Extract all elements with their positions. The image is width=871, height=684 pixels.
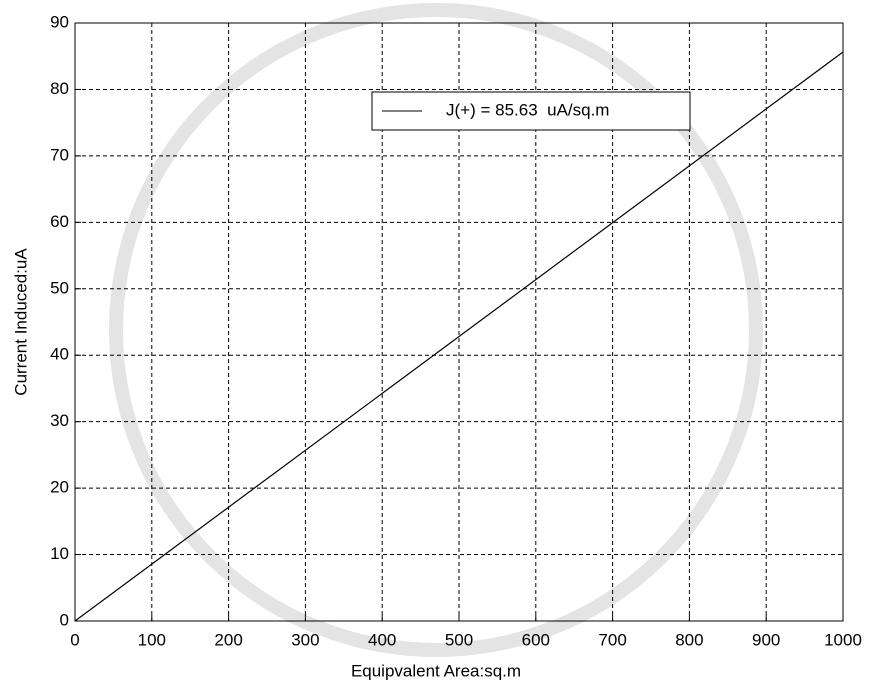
- y-tick-label: 30: [50, 411, 69, 430]
- x-tick-label: 1000: [824, 630, 862, 649]
- y-axis-label: Current Induced:uA: [11, 248, 30, 396]
- x-tick-label: 300: [291, 630, 319, 649]
- y-tick-label: 50: [50, 278, 69, 297]
- x-tick-label: 400: [368, 630, 396, 649]
- x-axis-label: Equipvalent Area:sq.m: [351, 661, 521, 680]
- x-tick-label: 0: [70, 630, 79, 649]
- y-tick-label: 80: [50, 79, 69, 98]
- x-tick-label: 200: [214, 630, 242, 649]
- y-tick-label: 90: [50, 12, 69, 31]
- y-tick-label: 60: [50, 212, 69, 231]
- x-tick-label: 700: [598, 630, 626, 649]
- y-tick-label: 10: [50, 544, 69, 563]
- legend-label: J(+) = 85.63 uA/sq.m: [446, 100, 609, 119]
- x-tick-label: 100: [138, 630, 166, 649]
- x-tick-label: 500: [445, 630, 473, 649]
- legend-box: [371, 91, 691, 131]
- x-tick-label: 600: [522, 630, 550, 649]
- plot-frame: [74, 22, 844, 622]
- y-tick-label: 0: [60, 610, 69, 629]
- watermark: [109, 3, 763, 657]
- x-tick-label: 900: [752, 630, 780, 649]
- y-tick-label: 70: [50, 145, 69, 164]
- y-tick-label: 20: [50, 478, 69, 497]
- x-tick-label: 800: [675, 630, 703, 649]
- data-line: [74, 51, 844, 622]
- y-tick-label: 40: [50, 345, 69, 364]
